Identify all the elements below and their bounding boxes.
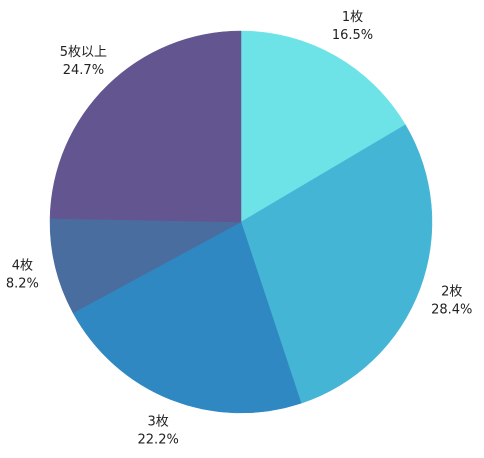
- slice-label: 5枚以上: [60, 45, 107, 60]
- slice-label: 2枚: [441, 284, 462, 299]
- slice-label: 3枚: [148, 415, 169, 430]
- slice-value-label: 28.4%: [431, 302, 472, 317]
- slice-value-label: 8.2%: [6, 277, 39, 292]
- slice-value-label: 24.7%: [63, 63, 104, 78]
- slice-label: 4枚: [12, 259, 33, 274]
- slice-value-label: 16.5%: [332, 28, 373, 43]
- pie-slice: [240, 30, 406, 223]
- pie-slice: [72, 221, 302, 414]
- slice-label: 1枚: [342, 10, 363, 25]
- pie-slice: [49, 218, 242, 314]
- pie-slice: [240, 124, 433, 404]
- slice-value-label: 22.2%: [138, 433, 179, 448]
- pie-slice: [49, 30, 242, 223]
